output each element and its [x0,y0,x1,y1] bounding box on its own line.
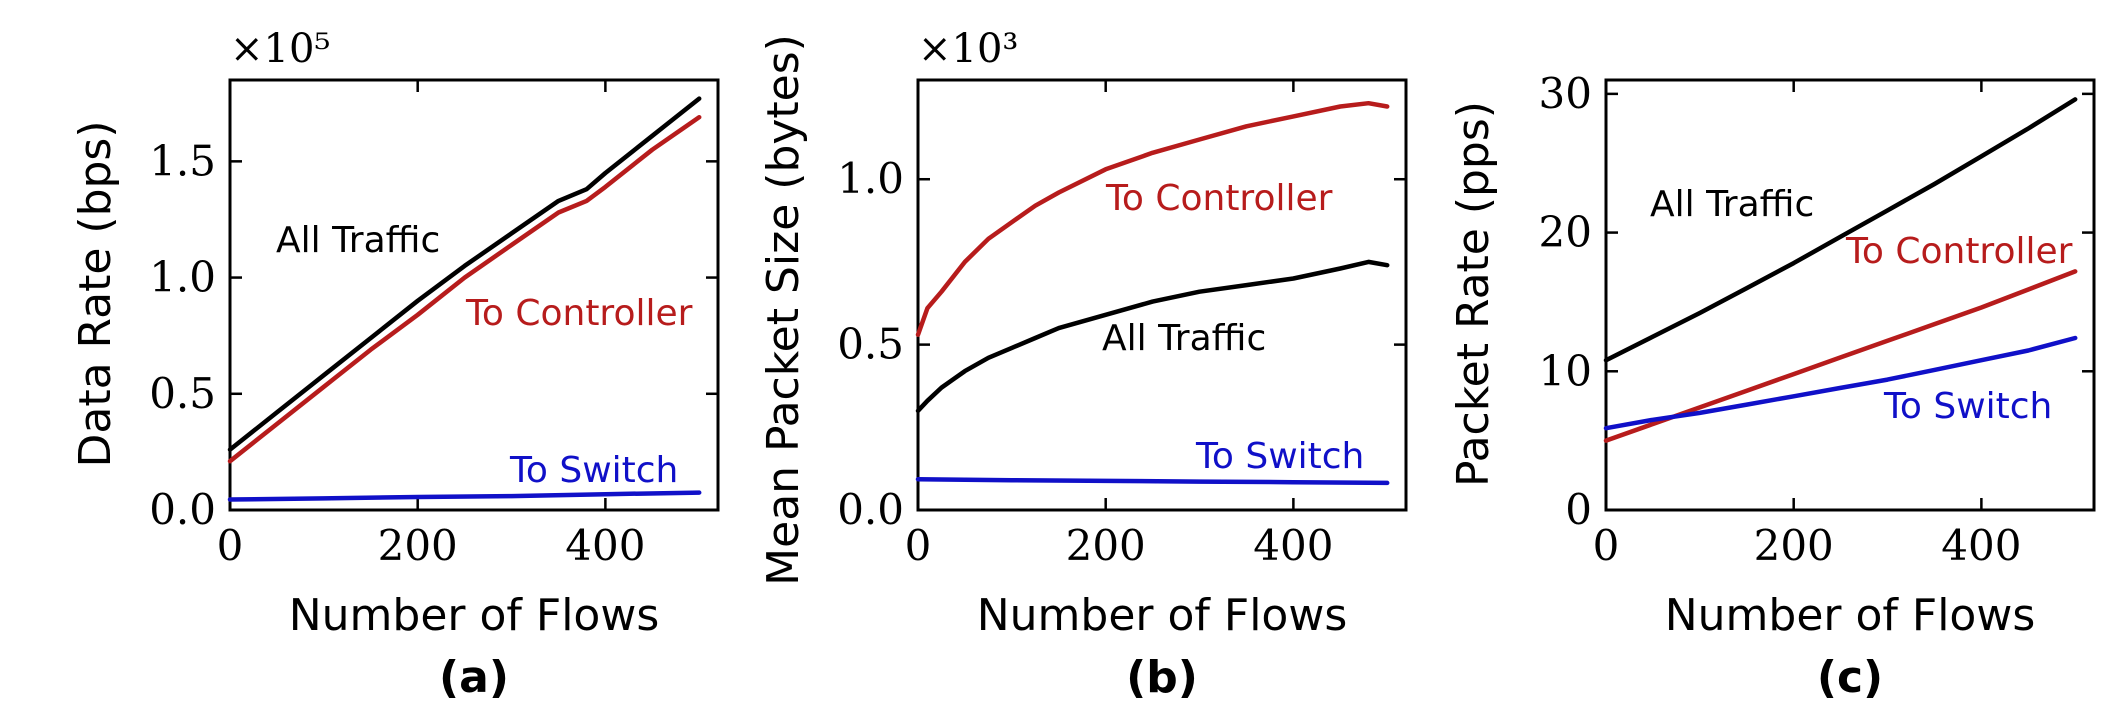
panel-b-label-all-traffic: All Traffic [1102,318,1266,359]
panel-a-ytick-label: 0.5 [149,369,216,418]
panel-a-series-to-controller [227,114,702,464]
panel-b-ylabel: Mean Packet Size (bytes) [758,34,809,586]
panel-c-caption: (c) [1817,652,1883,703]
panel-a-label-to-switch: To Switch [509,450,678,491]
panel-c: Packet Rate (pps) 0 200 400 0 10 20 30 All Tra… [1448,69,2096,703]
panel-a-ytick-label: 0.0 [149,485,216,534]
panel-a-series-to-switch [227,490,702,502]
panel-c-ytick-label: 10 [1539,346,1592,395]
panel-c-xtick-label: 200 [1754,521,1834,570]
panel-b-series-to-switch [915,476,1390,486]
panel-c-xlabel: Number of Flows [1665,590,2036,641]
panel-c-series-all-traffic [1603,97,2078,363]
panel-b-ytick-label: 1.0 [837,154,904,203]
panel-c-ytick-label: 30 [1539,69,1592,118]
panel-c-ytick-label: 20 [1539,208,1592,257]
panel-c-series-to-switch [1603,335,2078,431]
panel-a-frame [228,78,720,512]
panel-b-xlabel: Number of Flows [977,590,1348,641]
panel-b-label-to-controller: To Controller [1105,178,1333,219]
panel-b-xtick-label: 400 [1253,521,1333,570]
panel-b-plot: 0 200 400 0.0 0.5 1.0 [837,78,1408,570]
panel-a-ytick-label: 1.5 [149,136,216,185]
panel-c-plot: 0 200 400 0 10 20 30 [1539,69,2096,570]
panel-c-xtick-label: 400 [1941,521,2021,570]
panel-a-ylabel: Data Rate (bps) [70,120,121,467]
panel-b-frame [916,78,1408,512]
panel-c-label-to-switch: To Switch [1883,386,2052,427]
panel-a-plot: 0 200 400 0.0 0.5 1.0 1.5 [149,78,720,570]
panel-a-series-all-traffic [227,96,702,452]
panel-a-caption: (a) [439,652,509,703]
panel-b-ytick-label: 0.5 [837,320,904,369]
panel-a-xtick-label: 400 [565,521,645,570]
panel-c-ylabel: Packet Rate (pps) [1448,101,1499,487]
panel-b-series-all-traffic [915,259,1390,414]
panel-c-label-all-traffic: All Traffic [1650,184,1814,225]
panel-b-ytick-label: 0.0 [837,485,904,534]
panel-b-xtick-label: 0 [905,521,932,570]
panel-a-xtick-label: 0 [217,521,244,570]
panel-b: ×10³ Mean Packet Size (bytes) 0 200 400 0.0… [758,26,1408,703]
panel-b-caption: (b) [1126,652,1198,703]
panel-c-xtick-label: 0 [1593,521,1620,570]
panel-a-exponent: ×10⁵ [230,26,330,72]
panel-c-ytick-label: 0 [1565,485,1592,534]
panel-a-ytick-label: 1.0 [149,253,216,302]
panel-a-xtick-label: 200 [378,521,458,570]
panel-a-label-all-traffic: All Traffic [276,220,440,261]
panel-c-frame [1604,78,2096,512]
panel-b-series-to-controller [915,100,1390,337]
panel-b-label-to-switch: To Switch [1195,436,1364,477]
panel-b-exponent: ×10³ [918,26,1018,72]
panel-a: ×10⁵ Data Rate (bps) 0 200 400 0.0 0.5 1.0 1.5… [70,26,720,703]
panel-a-label-to-controller: To Controller [465,293,693,334]
panel-b-xtick-label: 200 [1066,521,1146,570]
panel-a-xlabel: Number of Flows [289,590,660,641]
panel-c-label-to-controller: To Controller [1845,231,2073,272]
